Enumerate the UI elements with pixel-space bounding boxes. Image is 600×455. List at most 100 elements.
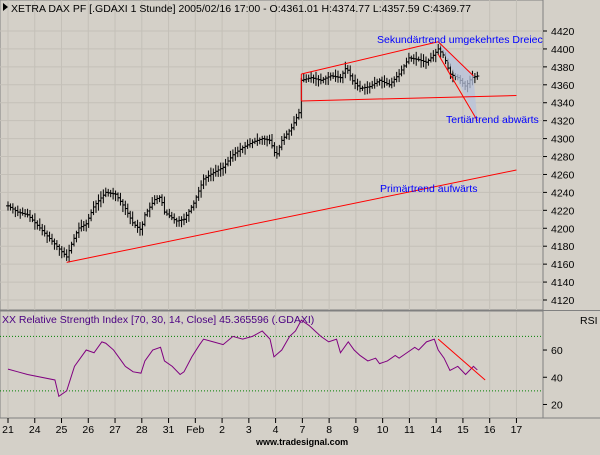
ohlc-bar	[128, 210, 133, 225]
ohlc-bar	[340, 70, 345, 84]
ohlc-bar	[230, 149, 235, 162]
ohlc-bar	[62, 247, 67, 258]
price-axis: 4120 4140 4160 4180 4200 4220 4240 4260 4280 4300…	[543, 26, 575, 307]
date-tick-label: 4	[273, 424, 279, 436]
ohlc-bar	[216, 165, 221, 177]
date-tick-label: 11	[404, 424, 415, 436]
ohlc-bar	[89, 209, 94, 222]
ohlc-bar	[270, 134, 274, 149]
ohlc-bar	[223, 158, 228, 174]
ohlc-bar	[32, 213, 37, 230]
ohlc-bar	[157, 195, 162, 203]
ohlc-bar	[240, 145, 245, 154]
ohlc-bar	[47, 231, 52, 242]
ohlc-bar	[350, 73, 355, 85]
ohlc-bar	[130, 211, 135, 227]
ohlc-bar	[96, 194, 101, 211]
ohlc-bar	[179, 216, 184, 228]
ohlc-bar	[318, 73, 323, 85]
ohlc-bar	[37, 218, 42, 231]
price-panel-frame	[0, 0, 544, 311]
trendline-primary-uptrend	[66, 169, 517, 263]
ohlc-bar	[367, 82, 372, 94]
ohlc-bar	[265, 135, 270, 147]
price-tick-label: 4300	[551, 134, 575, 146]
ohlc-bar	[333, 69, 338, 82]
ohlc-bar	[40, 223, 45, 236]
ohlc-bar	[375, 78, 380, 87]
header-arrow-icon	[3, 3, 8, 11]
ohlc-bar	[282, 133, 287, 145]
ohlc-bar	[116, 192, 120, 202]
ohlc-bar	[426, 58, 431, 66]
ohlc-bar	[28, 210, 32, 222]
ohlc-bar	[267, 134, 272, 145]
rsi-panel-frame	[0, 310, 544, 419]
ohlc-bar	[226, 156, 230, 167]
ohlc-bar	[380, 76, 384, 89]
ohlc-bar	[101, 189, 106, 204]
ohlc-bar	[331, 72, 336, 79]
price-tick-label: 4380	[551, 62, 575, 74]
ohlc-bar	[169, 211, 174, 221]
ohlc-bar	[235, 146, 240, 158]
ohlc-bar	[204, 174, 208, 186]
ohlc-bar	[10, 203, 15, 214]
ohlc-bar	[311, 74, 316, 84]
ohlc-bar	[431, 50, 436, 62]
ohlc-bar	[20, 207, 25, 216]
ohlc-bar	[365, 81, 370, 95]
date-tick-label: 15	[457, 424, 469, 436]
ohlc-bar	[142, 212, 147, 227]
date-tick-label: Feb	[186, 424, 204, 436]
date-tick-label: 28	[136, 424, 148, 436]
rsi-tick-label: 40	[551, 372, 563, 384]
annotation-tertiaertrend: Tertiärtrend abwärts	[446, 114, 539, 126]
date-tick-label: 16	[484, 424, 496, 436]
ohlc-bar	[475, 71, 480, 80]
ohlc-bar	[30, 214, 35, 223]
ohlc-bar	[84, 219, 89, 232]
ohlc-bar	[155, 195, 160, 204]
ohlc-bar	[421, 54, 426, 68]
ohlc-bar	[397, 69, 402, 83]
ohlc-bar	[91, 201, 96, 216]
ohlc-bar	[387, 79, 392, 88]
ohlc-bar	[289, 123, 294, 136]
ohlc-bar	[372, 76, 377, 89]
price-tick-label: 4400	[551, 44, 575, 56]
ohlc-bar	[118, 192, 123, 206]
price-tick-label: 4200	[551, 223, 575, 235]
trendline-tertiary-down-lower	[437, 54, 478, 121]
ohlc-bar	[277, 144, 282, 157]
date-tick-label: 10	[377, 424, 389, 436]
ohlc-bar	[362, 83, 367, 95]
price-grid	[0, 0, 543, 310]
ohlc-bar	[199, 180, 204, 198]
ohlc-bar	[123, 200, 128, 216]
price-tick-label: 4340	[551, 98, 575, 110]
price-trendlines	[66, 41, 517, 263]
date-tick-label: 14	[430, 424, 442, 436]
date-tick-label: 9	[353, 424, 359, 436]
date-tick-label: 24	[29, 424, 41, 436]
price-tick-label: 4260	[551, 169, 575, 181]
date-tick-label: 17	[511, 424, 523, 436]
ohlc-bar	[160, 194, 164, 206]
footer-credit: www.tradesignal.com	[255, 437, 348, 447]
ohlc-bar	[233, 147, 238, 161]
ohlc-bar	[294, 113, 299, 126]
rsi-axis-label: RSI	[580, 315, 598, 327]
ohlc-bar	[135, 219, 140, 233]
ohlc-bar	[94, 200, 98, 213]
price-tick-label: 4180	[551, 241, 575, 253]
ohlc-bar	[416, 56, 421, 62]
ohlc-bar	[433, 48, 438, 63]
ohlc-bar	[133, 220, 138, 228]
date-tick-label: 31	[163, 424, 175, 436]
rsi-tick-label: 60	[551, 345, 563, 357]
date-tick-label: 7	[299, 424, 305, 436]
ohlc-bar	[348, 65, 353, 81]
rsi-axis: 20 40 60	[543, 345, 563, 411]
